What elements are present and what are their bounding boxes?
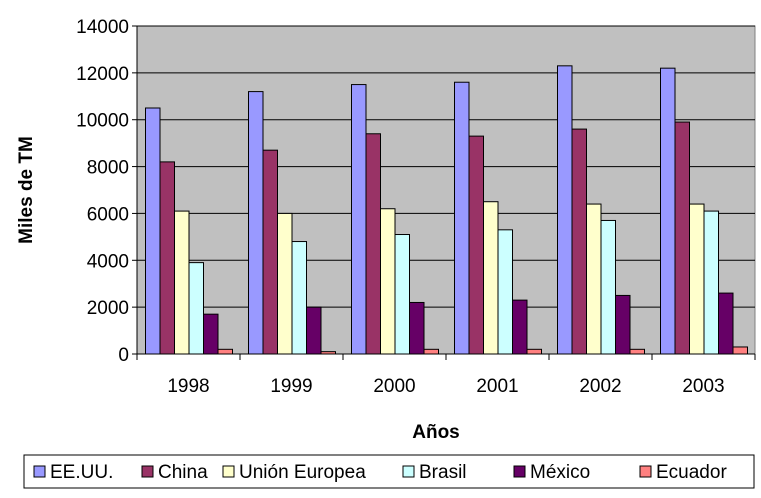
legend: EE.UU. China Unión Europea Brasil México Ecua…	[23, 454, 755, 489]
x-tick-label: 2001	[476, 376, 518, 397]
legend-swatch	[141, 465, 154, 478]
legend-label: México	[530, 462, 590, 483]
legend-swatch	[402, 465, 415, 478]
y-tick-label: 14000	[76, 17, 129, 38]
bars	[145, 65, 748, 355]
bar-m-xico-2003	[718, 292, 734, 355]
x-tick-label: 2002	[579, 376, 621, 397]
bar-ecuador-2002	[629, 348, 645, 355]
x-tick-label: 1998	[167, 376, 209, 397]
legend-swatch	[513, 465, 526, 478]
y-tick-label: 12000	[76, 64, 129, 85]
bar-brasil-2000	[394, 234, 410, 355]
legend-swatch	[222, 465, 235, 478]
y-tick-labels: 0 2000 4000 6000 8000 10000 12000 14000	[76, 17, 137, 366]
legend-label: EE.UU.	[50, 462, 113, 483]
bar-m-xico-1999	[306, 306, 322, 355]
axes	[136, 26, 756, 360]
y-tick-label: 0	[118, 345, 129, 366]
bar-ecuador-2003	[732, 346, 748, 355]
bar-ecuador-1998	[217, 348, 233, 355]
y-axis-label: Miles de TM	[16, 136, 37, 244]
bar-m-xico-2002	[615, 294, 631, 355]
bar-uni-n-europea-2000	[380, 208, 396, 355]
legend-label: China	[158, 462, 208, 483]
bar-ee-uu--1999	[248, 91, 264, 355]
legend-box	[23, 454, 755, 489]
y-tick-label: 8000	[87, 158, 129, 179]
bar-brasil-1998	[188, 262, 204, 355]
bar-brasil-2001	[497, 229, 513, 355]
legend-swatch	[33, 465, 46, 478]
bar-china-2003	[674, 121, 690, 355]
bar-brasil-1999	[291, 241, 307, 355]
legend-label: Unión Europea	[239, 462, 366, 483]
bar-ee-uu--2003	[660, 67, 676, 355]
bar-uni-n-europea-1998	[174, 210, 190, 355]
y-tick-label: 6000	[87, 204, 129, 225]
y-tick-label: 2000	[87, 298, 129, 319]
bar-uni-n-europea-1999	[277, 212, 293, 355]
y-tick-label: 10000	[76, 111, 129, 132]
bar-m-xico-2001	[512, 299, 528, 355]
bar-china-1998	[159, 161, 175, 355]
y-tick-label: 4000	[87, 251, 129, 272]
gridlines	[137, 25, 755, 308]
plot-area	[136, 25, 756, 355]
x-tick-label: 1999	[270, 376, 312, 397]
bar-china-2001	[468, 135, 484, 355]
x-tick-label: 2003	[682, 376, 724, 397]
x-tick-labels: 1998 1999 2000 2001 2002 2003	[167, 376, 724, 397]
bar-brasil-2002	[600, 219, 616, 355]
bar-brasil-2003	[703, 210, 719, 355]
bar-china-2000	[365, 133, 381, 355]
legend-label: Ecuador	[656, 462, 727, 483]
bar-china-2002	[571, 128, 587, 355]
x-tick-label: 2000	[373, 376, 415, 397]
bar-ecuador-2000	[423, 348, 439, 355]
bar-uni-n-europea-2001	[483, 201, 499, 355]
bar-ee-uu--2000	[351, 84, 367, 355]
bar-ee-uu--1998	[145, 107, 161, 355]
bar-m-xico-1998	[203, 313, 219, 355]
bar-m-xico-2000	[409, 301, 425, 355]
bar-uni-n-europea-2003	[689, 203, 705, 355]
bar-ee-uu--2001	[454, 81, 470, 355]
legend-swatch	[639, 465, 652, 478]
x-axis-label: Años	[412, 422, 460, 443]
bar-uni-n-europea-2002	[586, 203, 602, 355]
legend-label: Brasil	[419, 462, 467, 483]
bar-china-1999	[262, 149, 278, 355]
bar-ee-uu--2002	[557, 65, 573, 355]
bar-ecuador-2001	[526, 348, 542, 355]
